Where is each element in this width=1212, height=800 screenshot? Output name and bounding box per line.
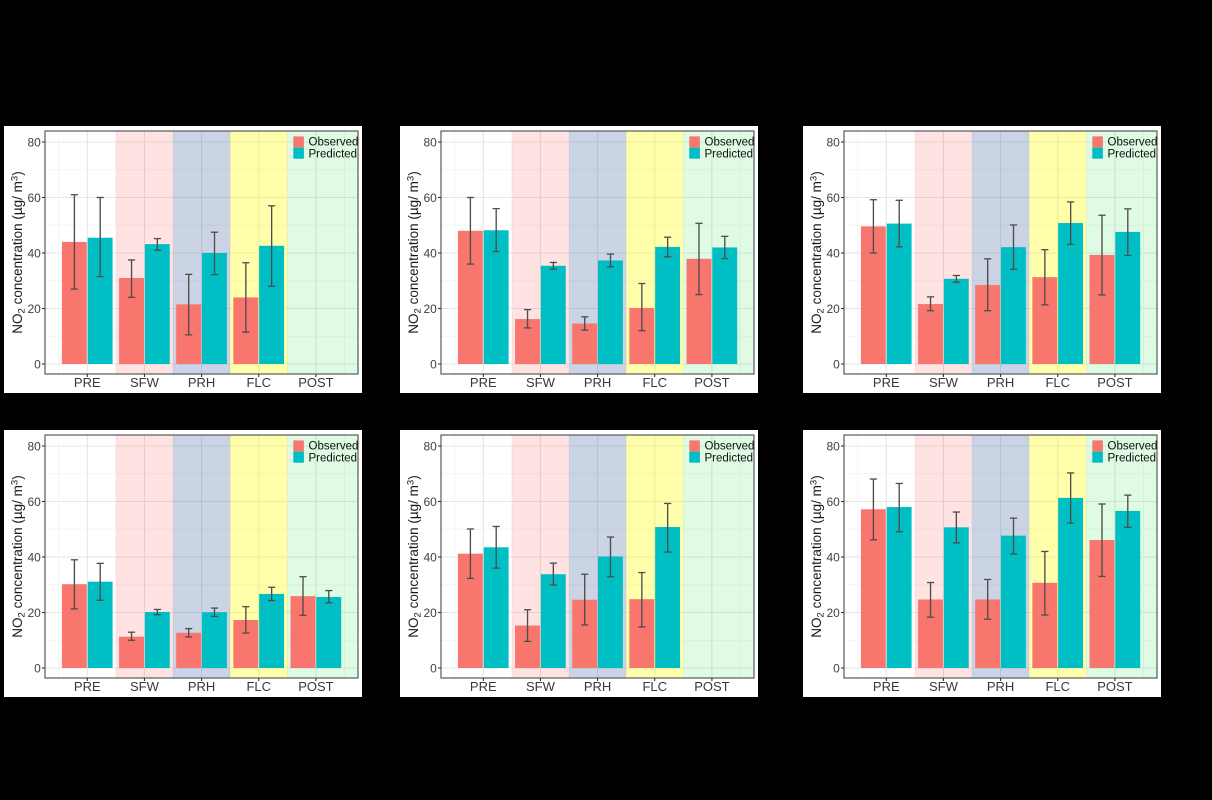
svg-text:60: 60 xyxy=(826,191,840,205)
svg-text:SFW: SFW xyxy=(130,375,160,390)
svg-text:0: 0 xyxy=(34,357,41,371)
svg-text:80: 80 xyxy=(27,135,41,149)
svg-text:PRH: PRH xyxy=(987,375,1014,390)
svg-text:60: 60 xyxy=(27,191,41,205)
svg-text:Predicted: Predicted xyxy=(1108,453,1157,465)
svg-text:POST: POST xyxy=(694,679,729,694)
svg-text:FLC: FLC xyxy=(246,679,271,694)
svg-text:PRE: PRE xyxy=(470,679,497,694)
svg-text:60: 60 xyxy=(423,191,437,205)
svg-text:POST: POST xyxy=(1097,679,1132,694)
svg-text:20: 20 xyxy=(423,606,437,620)
svg-text:20: 20 xyxy=(826,302,840,316)
svg-text:0: 0 xyxy=(430,661,437,675)
svg-text:40: 40 xyxy=(27,246,41,260)
svg-text:FLC: FLC xyxy=(246,375,271,390)
svg-text:0: 0 xyxy=(430,357,437,371)
svg-text:80: 80 xyxy=(423,439,437,453)
svg-text:60: 60 xyxy=(826,495,840,509)
svg-text:Predicted: Predicted xyxy=(309,149,358,161)
svg-text:60: 60 xyxy=(27,495,41,509)
svg-text:40: 40 xyxy=(826,246,840,260)
svg-text:POST: POST xyxy=(694,375,729,390)
svg-text:Predicted: Predicted xyxy=(309,453,358,465)
svg-text:Predicted: Predicted xyxy=(1108,149,1157,161)
svg-text:FLC: FLC xyxy=(1045,679,1070,694)
svg-text:NO2 concentration (µg/ m3): NO2 concentration (µg/ m3) xyxy=(10,475,28,637)
svg-text:PRH: PRH xyxy=(188,375,215,390)
svg-text:60: 60 xyxy=(423,495,437,509)
svg-text:40: 40 xyxy=(423,246,437,260)
svg-text:40: 40 xyxy=(826,550,840,564)
svg-text:80: 80 xyxy=(423,135,437,149)
svg-text:SFW: SFW xyxy=(929,679,959,694)
svg-text:40: 40 xyxy=(423,550,437,564)
svg-text:0: 0 xyxy=(833,357,840,371)
svg-text:0: 0 xyxy=(833,661,840,675)
svg-text:80: 80 xyxy=(826,135,840,149)
svg-text:Observed: Observed xyxy=(309,137,359,149)
svg-text:POST: POST xyxy=(1097,375,1132,390)
svg-text:FLC: FLC xyxy=(642,679,667,694)
svg-text:Observed: Observed xyxy=(705,137,755,149)
svg-text:80: 80 xyxy=(826,439,840,453)
svg-text:PRH: PRH xyxy=(987,679,1014,694)
svg-text:Observed: Observed xyxy=(1108,137,1158,149)
svg-text:40: 40 xyxy=(27,550,41,564)
svg-text:20: 20 xyxy=(423,302,437,316)
svg-text:FLC: FLC xyxy=(1045,375,1070,390)
svg-text:NO2 concentration (µg/ m3): NO2 concentration (µg/ m3) xyxy=(809,171,827,333)
svg-text:NO2 concentration (µg/ m3): NO2 concentration (µg/ m3) xyxy=(809,475,827,637)
svg-text:Observed: Observed xyxy=(309,441,359,453)
svg-text:Observed: Observed xyxy=(705,441,755,453)
svg-text:PRH: PRH xyxy=(188,679,215,694)
svg-text:PRE: PRE xyxy=(873,375,900,390)
svg-text:FLC: FLC xyxy=(642,375,667,390)
svg-text:NO2 concentration (µg/ m3): NO2 concentration (µg/ m3) xyxy=(10,171,28,333)
svg-text:Predicted: Predicted xyxy=(705,453,754,465)
svg-text:NO2 concentration (µg/ m3): NO2 concentration (µg/ m3) xyxy=(406,475,424,637)
svg-text:PRE: PRE xyxy=(74,375,101,390)
svg-text:PRE: PRE xyxy=(470,375,497,390)
svg-text:Predicted: Predicted xyxy=(705,149,754,161)
svg-text:0: 0 xyxy=(34,661,41,675)
svg-text:POST: POST xyxy=(298,375,333,390)
svg-text:Observed: Observed xyxy=(1108,441,1158,453)
svg-text:SFW: SFW xyxy=(929,375,959,390)
svg-text:SFW: SFW xyxy=(526,679,556,694)
svg-text:SFW: SFW xyxy=(130,679,160,694)
svg-text:PRH: PRH xyxy=(584,375,611,390)
svg-text:PRE: PRE xyxy=(74,679,101,694)
svg-text:20: 20 xyxy=(27,302,41,316)
svg-text:NO2 concentration (µg/ m3): NO2 concentration (µg/ m3) xyxy=(406,171,424,333)
svg-text:20: 20 xyxy=(826,606,840,620)
svg-text:SFW: SFW xyxy=(526,375,556,390)
svg-text:POST: POST xyxy=(298,679,333,694)
svg-text:PRE: PRE xyxy=(873,679,900,694)
svg-text:20: 20 xyxy=(27,606,41,620)
svg-text:PRH: PRH xyxy=(584,679,611,694)
svg-text:80: 80 xyxy=(27,439,41,453)
